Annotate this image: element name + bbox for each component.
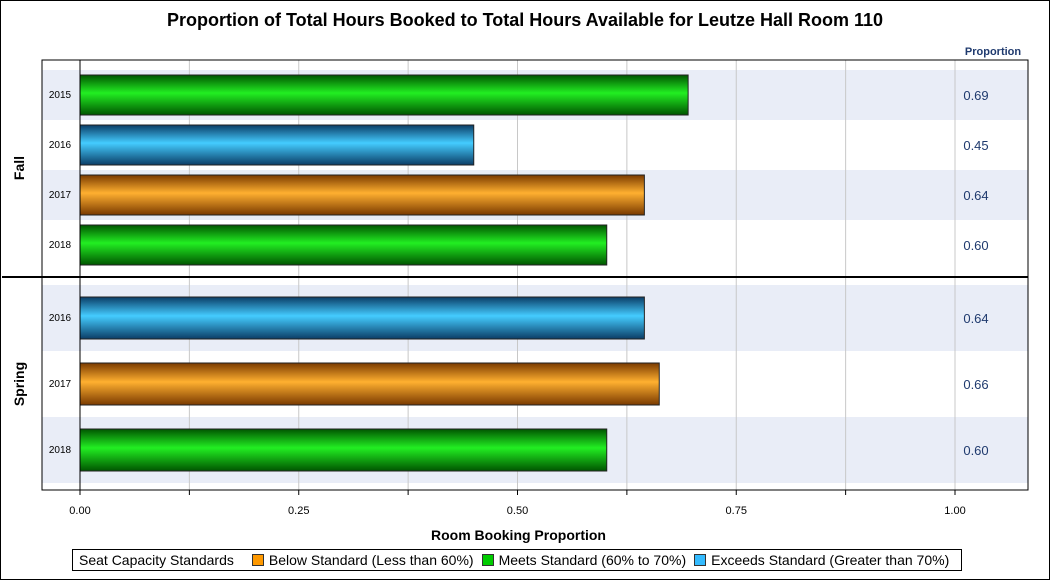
legend-swatch-exceeds (694, 554, 707, 566)
year-tick-label: 2017 (49, 379, 72, 390)
legend-item-meets: Meets Standard (60% to 70%) (481, 552, 687, 568)
legend-label-below: Below Standard (Less than 60%) (268, 552, 474, 568)
legend: Seat Capacity Standards Below Standard (… (72, 549, 963, 571)
bar-value-label: 0.64 (963, 188, 988, 203)
legend-item-exceeds: Exceeds Standard (Greater than 70%) (694, 552, 949, 568)
bar-value-label: 0.60 (963, 443, 988, 458)
group-label: Fall (11, 156, 27, 180)
bar-value-label: 0.64 (963, 311, 988, 326)
bar-spring-2018 (79, 428, 608, 472)
bar-spring-2017 (79, 362, 660, 406)
x-axis-label: Room Booking Proportion (431, 527, 606, 543)
x-tick-label: 0.00 (69, 505, 90, 517)
legend-label-exceeds: Exceeds Standard (Greater than 70%) (711, 552, 950, 568)
bar-value-label: 0.60 (963, 238, 988, 253)
bar-fall-2018 (79, 224, 608, 266)
legend-item-below: Below Standard (Less than 60%) (251, 552, 474, 568)
bar-spring-2016 (79, 296, 645, 340)
value-column-header: Proportion (965, 46, 1021, 58)
year-tick-label: 2017 (49, 190, 72, 201)
year-tick-label: 2015 (49, 90, 72, 101)
x-tick-label: 0.75 (726, 505, 747, 517)
bar-fall-2017 (79, 174, 645, 216)
bar-fall-2015 (79, 74, 689, 116)
plot-border (41, 59, 1029, 491)
legend-swatch-meets (481, 554, 494, 566)
x-tick-label: 0.25 (288, 505, 309, 517)
group-label: Spring (11, 362, 27, 406)
bar-value-label: 0.69 (963, 88, 988, 103)
chart-title: Proportion of Total Hours Booked to Tota… (166, 10, 884, 30)
year-tick-label: 2016 (49, 313, 72, 324)
year-tick-label: 2018 (49, 445, 72, 456)
bar-fall-2016 (79, 124, 475, 166)
legend-title: Seat Capacity Standards (79, 552, 234, 568)
x-tick-label: 1.00 (944, 505, 965, 517)
x-tick-label: 0.50 (507, 505, 528, 517)
bar-value-label: 0.45 (963, 138, 988, 153)
bar-value-label: 0.66 (963, 377, 988, 392)
legend-label-meets: Meets Standard (60% to 70%) (498, 552, 687, 568)
year-tick-label: 2018 (49, 240, 72, 251)
legend-swatch-below (251, 554, 264, 566)
year-tick-label: 2016 (49, 140, 72, 151)
